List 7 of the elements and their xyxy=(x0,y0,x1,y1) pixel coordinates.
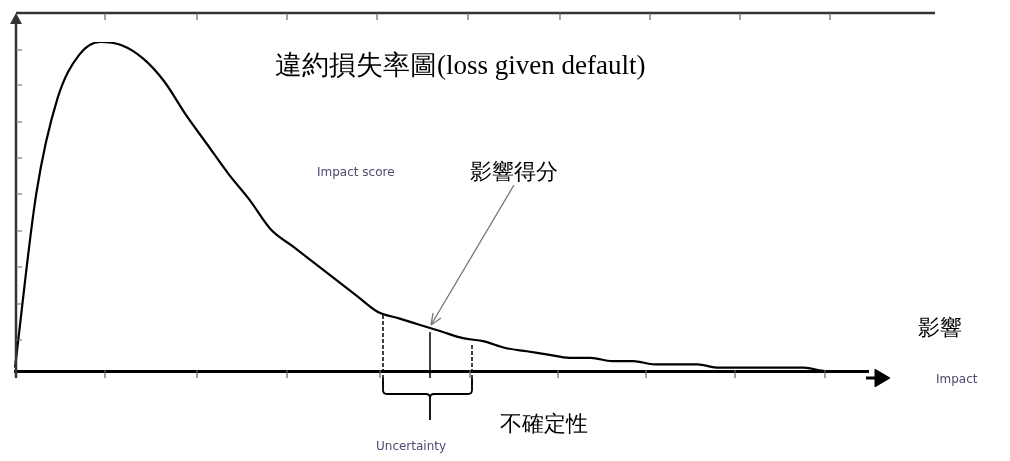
text: 影響 xyxy=(918,315,962,340)
annotation: 影響得分 xyxy=(470,159,558,184)
annotation: Impact score xyxy=(317,165,395,179)
text: Impact xyxy=(936,372,978,386)
text: 不確定性 xyxy=(500,411,588,436)
text: Uncertainty xyxy=(376,439,447,453)
chart-title: 違約損失率圖(loss given default) xyxy=(275,50,646,80)
